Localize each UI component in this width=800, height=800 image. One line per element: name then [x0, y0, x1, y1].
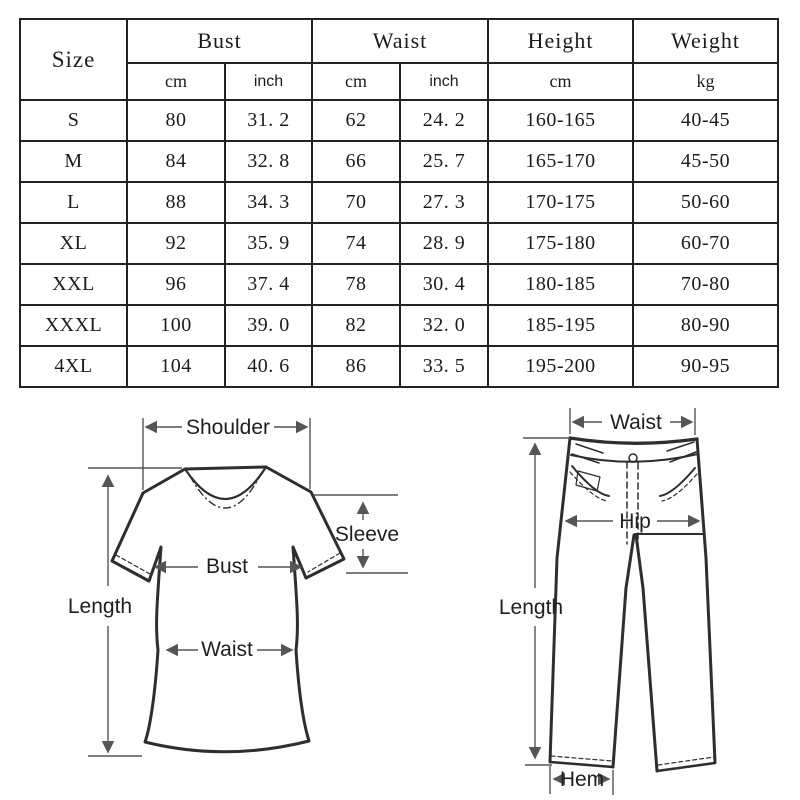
size-cell: XXL [19, 263, 128, 306]
column-header-weight: Weight [632, 18, 780, 64]
bust-cm-cell: 96 [126, 263, 226, 306]
sleeve-label: Sleeve [335, 523, 399, 546]
weight-cell: 60-70 [632, 222, 780, 265]
unit-waist-cm: cm [311, 62, 402, 101]
waist-cm-cell: 78 [311, 263, 402, 306]
table-row: XXXL 100 39. 0 82 32. 0 185-195 80-90 [19, 304, 780, 347]
weight-cell: 50-60 [632, 181, 780, 224]
bust-label: Bust [206, 555, 248, 578]
unit-bust-cm: cm [126, 62, 226, 101]
weight-cell: 80-90 [632, 304, 780, 347]
waist-inch-cell: 24. 2 [399, 99, 490, 142]
table-row: XXL 96 37. 4 78 30. 4 180-185 70-80 [19, 263, 780, 306]
table-row: L 88 34. 3 70 27. 3 170-175 50-60 [19, 181, 780, 224]
waist-cm-cell: 82 [311, 304, 402, 347]
bust-cm-cell: 80 [126, 99, 226, 142]
unit-height-cm: cm [487, 62, 635, 101]
table-row: 4XL 104 40. 6 86 33. 5 195-200 90-95 [19, 345, 780, 388]
waist-cm-cell: 70 [311, 181, 402, 224]
weight-cell: 70-80 [632, 263, 780, 306]
bust-inch-cell: 34. 3 [223, 181, 314, 224]
shirt-length-label: Length [68, 595, 132, 618]
column-header-size: Size [19, 18, 128, 101]
weight-cell: 90-95 [632, 345, 780, 388]
bust-cm-cell: 92 [126, 222, 226, 265]
tshirt-outline [110, 465, 346, 754]
unit-bust-inch: inch [223, 62, 314, 101]
waist-cm-cell: 86 [311, 345, 402, 388]
height-cell: 165-170 [487, 140, 635, 183]
pants-dimension-lines [523, 408, 701, 795]
pants-waist-label: Waist [610, 411, 662, 434]
unit-waist-inch: inch [399, 62, 490, 101]
column-header-height: Height [487, 18, 635, 64]
bust-inch-cell: 39. 0 [223, 304, 314, 347]
size-cell: L [19, 181, 128, 224]
shoulder-label: Shoulder [186, 416, 270, 439]
height-cell: 180-185 [487, 263, 635, 306]
bust-inch-cell: 37. 4 [223, 263, 314, 306]
waist-inch-cell: 28. 9 [399, 222, 490, 265]
waist-inch-cell: 25. 7 [399, 140, 490, 183]
table-header-row: Size Bust Waist Height Weight [19, 18, 780, 101]
waist-cm-cell: 62 [311, 99, 402, 142]
weight-cell: 45-50 [632, 140, 780, 183]
waist-inch-cell: 33. 5 [399, 345, 490, 388]
tshirt-dimension-lines [88, 418, 408, 757]
weight-cell: 40-45 [632, 99, 780, 142]
pants-length-label: Length [499, 596, 563, 619]
bust-cm-cell: 84 [126, 140, 226, 183]
bust-cm-cell: 100 [126, 304, 226, 347]
bust-inch-cell: 35. 9 [223, 222, 314, 265]
table-row: M 84 32. 8 66 25. 7 165-170 45-50 [19, 140, 780, 183]
bust-inch-cell: 40. 6 [223, 345, 314, 388]
table-row: XL 92 35. 9 74 28. 9 175-180 60-70 [19, 222, 780, 265]
size-cell: M [19, 140, 128, 183]
size-chart-table: Size Bust Waist Height Weight cm inch cm… [19, 18, 780, 388]
size-cell: S [19, 99, 128, 142]
unit-weight-kg: kg [632, 62, 780, 101]
waist-inch-cell: 27. 3 [399, 181, 490, 224]
pants-measurement-diagram: Waist Hip Length Hem [499, 408, 717, 795]
bust-inch-cell: 32. 8 [223, 140, 314, 183]
waist-inch-cell: 30. 4 [399, 263, 490, 306]
height-cell: 160-165 [487, 99, 635, 142]
pants-outline [548, 436, 717, 773]
column-header-waist: Waist [311, 18, 490, 64]
height-cell: 175-180 [487, 222, 635, 265]
size-cell: XL [19, 222, 128, 265]
table-row: S 80 31. 2 62 24. 2 160-165 40-45 [19, 99, 780, 142]
height-cell: 185-195 [487, 304, 635, 347]
height-cell: 195-200 [487, 345, 635, 388]
table-units-row: cm inch cm inch cm kg [20, 62, 780, 101]
size-cell: 4XL [19, 345, 128, 388]
height-cell: 170-175 [487, 181, 635, 224]
size-cell: XXXL [19, 304, 128, 347]
column-header-bust: Bust [125, 18, 314, 64]
bust-cm-cell: 88 [126, 181, 226, 224]
bust-inch-cell: 31. 2 [223, 99, 314, 142]
hem-label: Hem [560, 768, 604, 791]
bust-cm-cell: 104 [126, 345, 226, 388]
waist-inch-cell: 32. 0 [399, 304, 490, 347]
shirt-waist-label: Waist [201, 638, 253, 661]
hip-label: Hip [619, 510, 651, 533]
tshirt-measurement-diagram: Shoulder Sleeve Bust Length Waist [68, 416, 408, 757]
waist-cm-cell: 74 [311, 222, 402, 265]
waist-cm-cell: 66 [311, 140, 402, 183]
